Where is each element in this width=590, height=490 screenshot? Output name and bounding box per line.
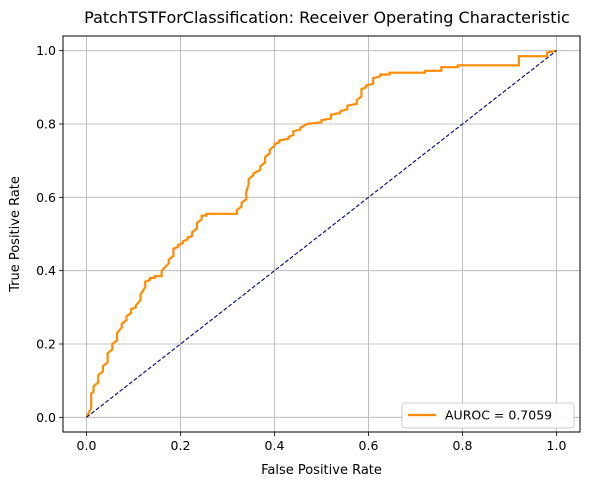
y-axis-ticks: 0.0 0.2 0.4 0.6 0.8 1.0 [36,43,63,425]
roc-curve-line [85,49,557,418]
y-tick-label-2: 0.4 [36,263,56,278]
x-tick-label-1: 0.2 [171,438,191,453]
y-axis-label: True Positive Rate [8,176,23,293]
y-tick-label-3: 0.6 [36,190,56,205]
x-tick-label-0: 0.0 [77,438,97,453]
x-tick-label-2: 0.4 [265,438,285,453]
grid-lines [63,36,580,432]
chart-title: PatchTSTForClassification: Receiver Oper… [84,8,570,27]
y-tick-label-5: 1.0 [36,43,56,58]
plot-series [85,49,557,418]
plot-frame [62,35,581,433]
x-axis-label: False Positive Rate [261,463,382,478]
legend-box [401,402,575,429]
y-tick-label-1: 0.2 [36,337,56,352]
x-tick-label-5: 1.0 [547,438,567,453]
x-tick-label-3: 0.6 [359,438,379,453]
legend-label-auroc: AUROC = 0.7059 [445,408,552,423]
chance-diagonal-line [86,50,557,418]
legend: AUROC = 0.7059 [401,402,575,429]
y-tick-label-0: 0.0 [36,410,56,425]
x-tick-label-4: 0.8 [453,438,473,453]
y-tick-label-4: 0.8 [36,117,56,132]
x-axis-ticks: 0.0 0.2 0.4 0.6 0.8 1.0 [77,432,567,453]
